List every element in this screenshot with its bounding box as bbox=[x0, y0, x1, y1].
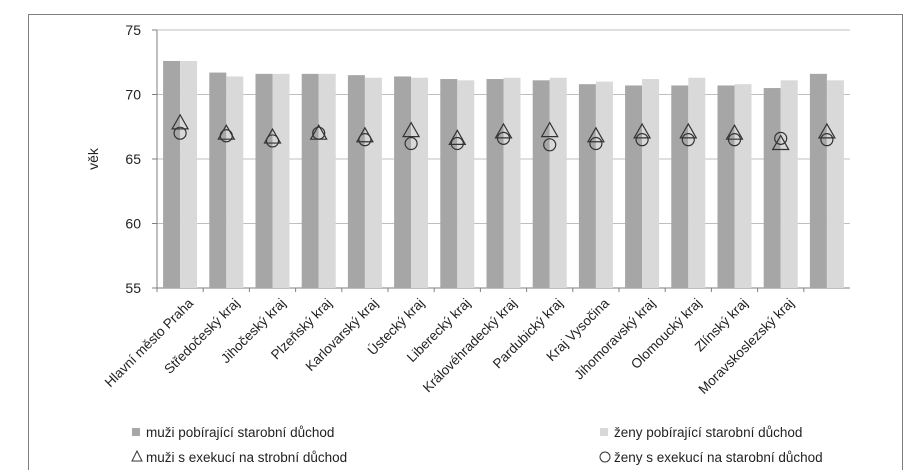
marker-circle-women-execution bbox=[173, 126, 187, 140]
bar-men-pension bbox=[809, 73, 827, 288]
chart-frame bbox=[28, 14, 903, 470]
bar-women-pension bbox=[549, 77, 567, 288]
y-tick-label: 75 bbox=[125, 22, 141, 38]
marker-circle-women-execution bbox=[820, 133, 834, 147]
category-label: Hlavní město Praha bbox=[102, 295, 197, 390]
marker-triangle-men-execution bbox=[817, 122, 836, 139]
bar-women-pension bbox=[180, 60, 198, 289]
marker-circle-women-execution bbox=[496, 131, 511, 145]
marker-triangle-men-execution bbox=[494, 122, 513, 139]
bar-women-pension bbox=[780, 80, 798, 288]
marker-circle-women-execution bbox=[450, 136, 464, 151]
bar-men-pension bbox=[347, 75, 365, 289]
bar-women-pension bbox=[226, 76, 244, 288]
bar-men-pension bbox=[578, 84, 596, 289]
bar-women-pension bbox=[411, 77, 429, 288]
marker-circle-women-execution bbox=[404, 136, 418, 151]
marker-triangle-men-execution bbox=[217, 123, 236, 140]
marker-circle-women-execution bbox=[774, 131, 788, 145]
bar-women-pension bbox=[688, 77, 706, 288]
bar-men-pension bbox=[717, 85, 735, 288]
marker-circle-women-execution bbox=[312, 126, 326, 140]
marker-circle-women-execution bbox=[635, 133, 649, 147]
marker-triangle-men-execution bbox=[679, 122, 698, 139]
category-label: Moravskoslezský kraj bbox=[696, 296, 797, 397]
bar-men-pension bbox=[625, 85, 643, 288]
bar-men-pension bbox=[763, 88, 781, 288]
y-tick-label: 55 bbox=[125, 280, 141, 296]
bar-women-pension bbox=[595, 81, 613, 288]
bar-women-pension bbox=[642, 79, 660, 289]
category-label: Jihomoravský kraj bbox=[571, 296, 658, 383]
y-tick-label: 60 bbox=[125, 216, 141, 232]
marker-circle-women-execution bbox=[543, 138, 557, 152]
marker-triangle-men-execution bbox=[171, 113, 190, 130]
marker-circle-women-execution bbox=[681, 133, 695, 147]
bar-women-pension bbox=[272, 73, 290, 288]
bar-women-pension bbox=[734, 84, 752, 289]
marker-triangle-men-execution bbox=[448, 129, 467, 145]
legend-label: muži pobírající starobní důchod bbox=[146, 425, 334, 440]
bar-women-pension bbox=[364, 77, 382, 288]
marker-triangle-men-execution bbox=[402, 121, 421, 138]
marker-circle-women-execution bbox=[358, 133, 372, 147]
bar-men-pension bbox=[440, 79, 458, 289]
bar-women-pension bbox=[457, 80, 475, 288]
bar-women-pension bbox=[826, 80, 844, 288]
bar-men-pension bbox=[394, 76, 412, 288]
marker-circle-women-execution bbox=[727, 133, 742, 147]
bar-men-pension bbox=[532, 80, 550, 288]
marker-triangle-men-execution bbox=[725, 123, 744, 140]
y-axis-label: věk bbox=[85, 147, 101, 170]
legend-label: ženy s exekucí na starobní důchod bbox=[614, 450, 823, 465]
bar-men-pension bbox=[486, 79, 504, 289]
bar-women-pension bbox=[503, 77, 521, 288]
y-tick-label: 65 bbox=[125, 151, 141, 167]
marker-triangle-men-execution bbox=[586, 126, 605, 143]
bar-men-pension bbox=[163, 60, 181, 289]
marker-circle-women-execution bbox=[265, 134, 280, 148]
marker-circle-women-execution bbox=[589, 136, 603, 151]
marker-triangle-men-execution bbox=[540, 121, 559, 138]
bar-men-pension bbox=[255, 73, 273, 288]
marker-triangle-men-execution bbox=[633, 122, 652, 139]
bar-women-pension bbox=[318, 73, 336, 288]
bar-men-pension bbox=[671, 85, 689, 288]
bar-men-pension bbox=[301, 73, 319, 288]
marker-circle-women-execution bbox=[219, 129, 233, 143]
legend-label: muži s exekucí na strobní důchod bbox=[146, 450, 347, 465]
bar-men-pension bbox=[209, 72, 227, 288]
legend-swatch bbox=[600, 428, 608, 436]
legend-swatch bbox=[132, 428, 140, 436]
y-tick-label: 70 bbox=[125, 87, 141, 103]
legend-triangle-icon bbox=[131, 449, 143, 462]
legend-circle-icon bbox=[599, 451, 611, 463]
legend-label: ženy pobírající starobní důchod bbox=[614, 425, 802, 440]
